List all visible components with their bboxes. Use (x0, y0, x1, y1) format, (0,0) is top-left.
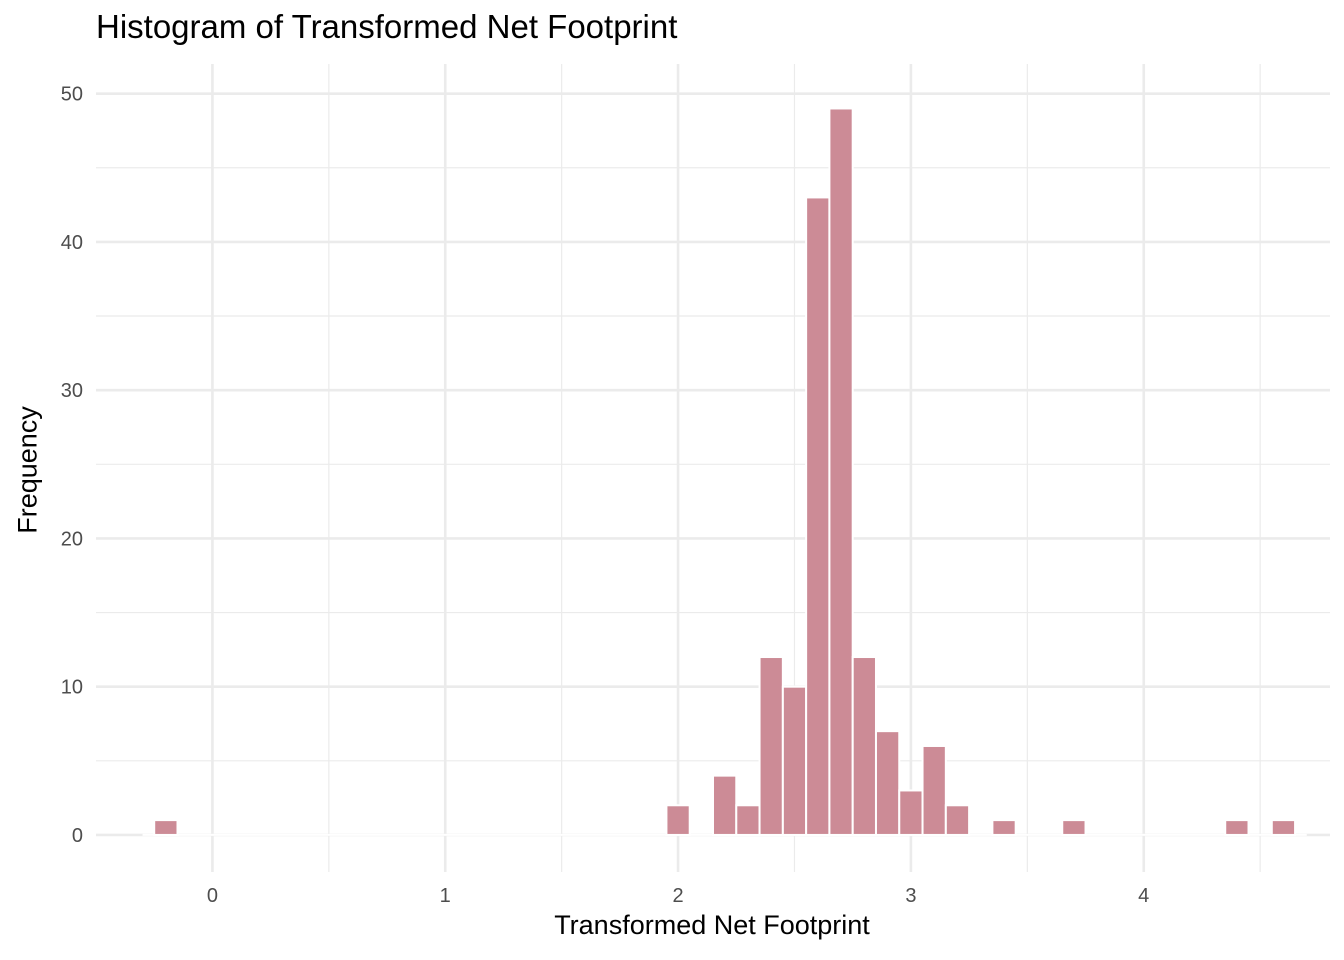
y-tick-label: 40 (61, 232, 83, 254)
histogram-bar (874, 730, 901, 836)
y-tick-label: 0 (72, 825, 83, 847)
y-tick-label: 20 (61, 528, 83, 550)
y-tick-label: 30 (61, 380, 83, 402)
grid-lines (96, 64, 1330, 872)
chart-title: Histogram of Transformed Net Footprint (96, 8, 678, 45)
histogram-bar (781, 685, 808, 836)
histogram-bar (153, 819, 179, 836)
x-tick-label: 1 (440, 885, 451, 907)
histogram-bar (921, 744, 947, 836)
histogram-bar (1270, 819, 1297, 836)
histogram-bar (712, 774, 738, 836)
x-tick-label: 4 (1138, 885, 1149, 907)
x-tick-label: 3 (905, 885, 916, 907)
x-tick-label: 2 (673, 885, 684, 907)
histogram-bar (805, 196, 831, 836)
histogram-bar (1061, 819, 1087, 836)
histogram-bar (851, 656, 877, 836)
histogram-bar (735, 804, 761, 836)
histogram-bar (944, 804, 971, 836)
x-tick-label: 0 (207, 885, 218, 907)
histogram-bar (991, 819, 1017, 836)
y-axis-title: Frequency (12, 406, 43, 534)
y-tick-label: 50 (61, 84, 83, 106)
y-tick-label: 10 (61, 677, 83, 699)
histogram-bar (898, 789, 924, 836)
histogram-bar (665, 804, 691, 836)
x-axis-title: Transformed Net Footprint (554, 910, 870, 940)
histogram-bar (828, 107, 854, 836)
histogram-bar (758, 656, 784, 836)
histogram-bars (142, 107, 1307, 836)
histogram-bar (1224, 819, 1250, 836)
